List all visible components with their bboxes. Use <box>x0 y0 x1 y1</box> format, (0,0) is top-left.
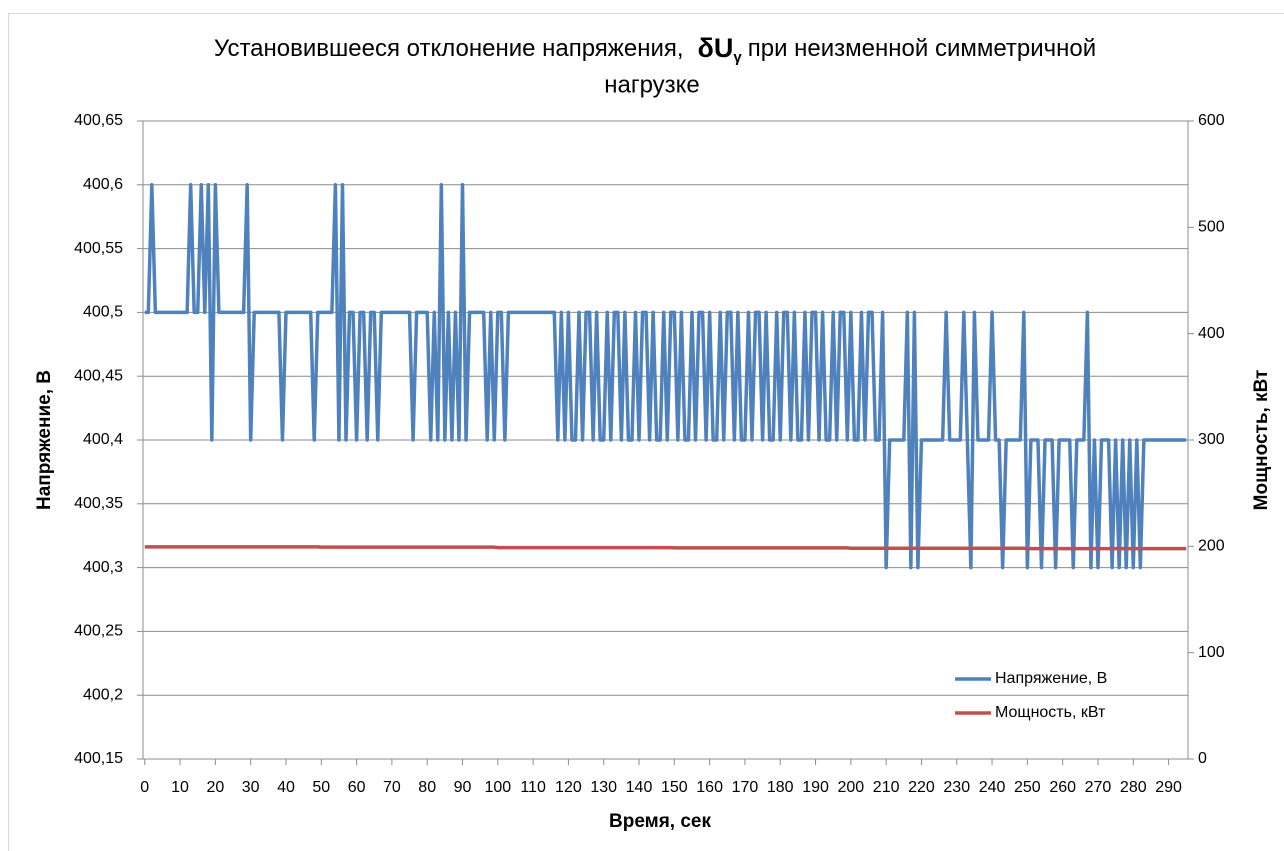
x-tick-label: 90 <box>454 779 472 796</box>
x-tick-label: 170 <box>732 779 759 796</box>
y2-tick-label: 0 <box>1198 750 1207 767</box>
x-tick-label: 60 <box>348 779 366 796</box>
y2-tick-label: 400 <box>1198 325 1225 342</box>
y-tick-label: 400,6 <box>83 176 123 193</box>
chart-frame <box>8 13 1284 851</box>
y-tick-label: 400,5 <box>83 304 123 321</box>
x-tick-label: 270 <box>1085 779 1112 796</box>
x-tick-label: 210 <box>873 779 900 796</box>
x-tick-label: 220 <box>908 779 935 796</box>
x-tick-label: 40 <box>277 779 295 796</box>
x-tick-label: 260 <box>1049 779 1076 796</box>
x-tick-label: 290 <box>1155 779 1182 796</box>
x-tick-label: 30 <box>242 779 260 796</box>
x-tick-label: 120 <box>555 779 582 796</box>
legend-label: Мощность, кВт <box>995 704 1106 721</box>
x-tick-label: 150 <box>661 779 688 796</box>
chart-title: нагрузке <box>604 71 700 98</box>
title-symbol: δU <box>698 33 734 63</box>
x-tick-label: 160 <box>696 779 723 796</box>
y-axis-title: Напряжение, В <box>34 370 55 510</box>
x-tick-label: 10 <box>171 779 189 796</box>
x-tick-label: 280 <box>1120 779 1147 796</box>
y2-tick-label: 100 <box>1198 644 1225 661</box>
y2-tick-label: 600 <box>1198 112 1225 129</box>
y2-tick-label: 200 <box>1198 538 1225 555</box>
y-tick-label: 400,15 <box>74 750 123 767</box>
legend-label: Напряжение, В <box>995 670 1107 687</box>
y2-tick-label: 300 <box>1198 431 1225 448</box>
x-tick-label: 240 <box>979 779 1006 796</box>
series-line <box>144 545 1187 551</box>
x-tick-label: 230 <box>943 779 970 796</box>
x-tick-label: 100 <box>484 779 511 796</box>
title-subscript: γ <box>733 49 742 66</box>
x-tick-label: 0 <box>140 779 149 796</box>
chart-title: Установившееся отклонение напряжения, δUγ… <box>214 33 1096 66</box>
x-tick-label: 250 <box>1014 779 1041 796</box>
x-axis-title: Время, сек <box>609 811 711 832</box>
x-tick-label: 200 <box>837 779 864 796</box>
x-tick-label: 20 <box>206 779 224 796</box>
y-tick-label: 400,55 <box>74 240 123 257</box>
y2-axis-title: Мощность, кВт <box>1251 370 1272 511</box>
x-tick-label: 50 <box>312 779 330 796</box>
x-tick-label: 70 <box>383 779 401 796</box>
y-tick-label: 400,35 <box>74 495 123 512</box>
title-text: Установившееся отклонение напряжения, <box>214 35 684 62</box>
x-tick-label: 110 <box>520 779 546 796</box>
series-line <box>144 183 1187 570</box>
y-tick-label: 400,45 <box>74 367 123 384</box>
y-tick-label: 400,3 <box>83 559 123 576</box>
y-tick-label: 400,25 <box>74 623 123 640</box>
title-text: при неизменной симметричной <box>748 35 1096 62</box>
y-tick-label: 400,2 <box>83 686 123 703</box>
x-tick-label: 140 <box>626 779 653 796</box>
x-tick-label: 130 <box>590 779 617 796</box>
y-tick-label: 400,65 <box>74 112 123 129</box>
y-tick-label: 400,4 <box>83 431 123 448</box>
x-tick-label: 180 <box>767 779 794 796</box>
x-tick-label: 80 <box>418 779 436 796</box>
x-tick-label: 190 <box>802 779 829 796</box>
y2-tick-label: 500 <box>1198 219 1225 236</box>
